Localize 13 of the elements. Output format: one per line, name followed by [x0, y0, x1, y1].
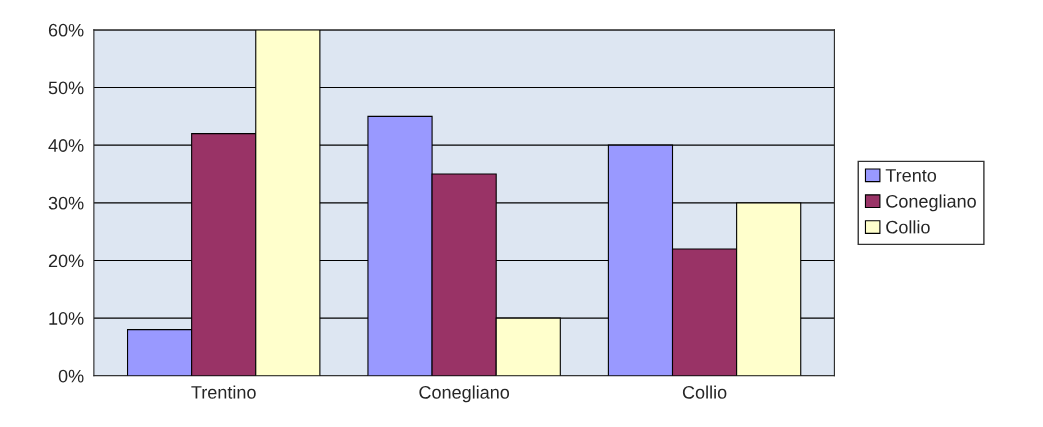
legend-label: Trento [885, 169, 937, 182]
y-tick-label: 0% [58, 369, 84, 383]
y-tick-label: 20% [48, 254, 84, 268]
legend-label: Collio [886, 220, 930, 234]
y-tick-label: 10% [49, 312, 84, 325]
y-tick-label: 60% [48, 23, 84, 37]
legend-label: Conegliano [886, 194, 976, 212]
x-tick-label: Trentino [191, 385, 256, 399]
x-tick-label: Conegliano [419, 385, 510, 403]
y-tick-label: 30% [48, 196, 84, 210]
y-tick-label: 40% [48, 139, 84, 152]
x-tick-label: Collio [682, 385, 727, 399]
y-tick-label: 50% [48, 81, 84, 95]
